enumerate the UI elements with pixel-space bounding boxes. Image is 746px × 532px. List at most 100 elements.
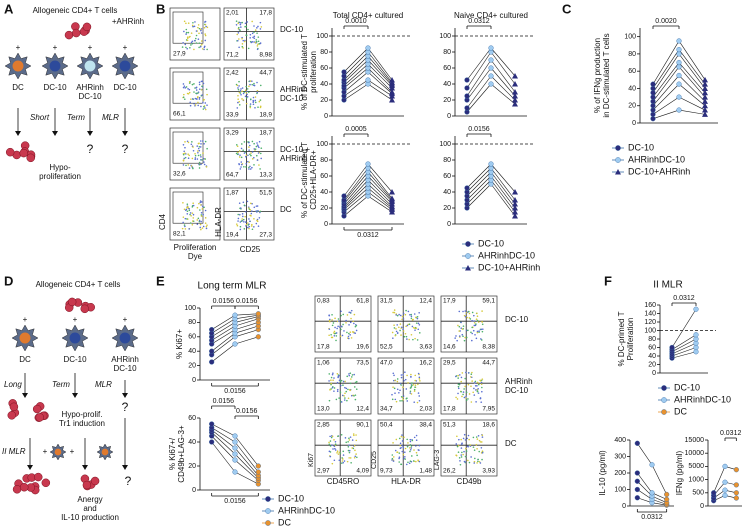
p-value: 0.0312 [720,430,742,437]
y-tick-label: 80 [443,49,451,56]
legend-marker [465,253,471,259]
event [473,394,476,396]
event [238,202,241,205]
event [409,313,411,316]
event [198,149,201,152]
pair-line [671,347,697,357]
event [256,159,259,161]
quadrant-value: 27,3 [259,232,272,239]
axis-title: Ki67 [308,453,315,467]
event [335,332,338,334]
event [400,435,403,438]
event [254,99,257,102]
event [250,41,253,44]
event [235,20,238,22]
cell-nucleus [84,60,96,72]
event [247,28,249,31]
event [456,445,459,448]
event [191,24,194,27]
event [458,325,461,328]
event [466,437,468,440]
step-label: Term [52,380,70,389]
event [406,445,409,448]
y-tick-label: 40 [320,81,328,88]
y-tick-label: 0 [632,120,636,127]
y-axis-title: Proliferation [626,318,635,361]
outcome: IL-10 production [61,513,119,522]
event [476,438,479,440]
t-cell [9,402,19,412]
event [404,313,407,316]
event [455,396,457,399]
event [239,207,242,209]
y-tick-label: 0 [622,503,626,510]
event [456,398,459,400]
event [334,326,336,329]
event [393,374,395,377]
event [481,436,484,438]
event [193,39,196,42]
event [396,451,398,453]
event [405,463,408,466]
event [241,45,244,48]
data-point [232,433,238,439]
event [242,215,244,218]
axis-title: CD25 [371,451,378,469]
event [200,88,203,91]
event [472,391,475,394]
data-point [650,116,656,122]
event [347,397,350,400]
row-label: DC-10 [280,25,304,34]
quadrant-value: 18,7 [259,130,272,137]
event [400,376,403,379]
data-point [488,65,494,71]
event [351,439,354,441]
event [333,390,335,392]
data-point [650,111,656,117]
event [473,460,476,463]
row-label: DC [280,205,292,214]
event [245,225,247,227]
cell-label: DC-10 [43,83,67,92]
event [244,95,247,98]
step-label: MLR [102,113,119,122]
pair-line [234,453,259,479]
pair-line [367,163,393,193]
event [349,382,352,385]
data-point [464,93,470,99]
event [329,318,331,321]
event [409,392,412,394]
y-tick-label: 40 [648,353,656,360]
event [249,220,251,223]
event [200,40,203,42]
y-axis-title: % DC-primed T [617,311,626,366]
event [356,456,358,459]
quadrant-value: 4,09 [356,468,369,475]
quadrant-value: 17,9 [443,298,456,305]
event [255,39,258,41]
t-cell [64,30,74,40]
data-point [209,327,215,333]
event [237,87,239,89]
event [240,161,243,163]
event [237,32,240,34]
y-tick-label: 60 [443,173,451,180]
event [198,88,201,90]
event [198,167,201,169]
cell-label: AHRinh [76,83,104,92]
event [245,97,248,99]
y-tick-label: 40 [443,189,451,196]
event [201,80,204,83]
pair-line [466,183,492,209]
event [197,26,199,29]
event [474,333,476,336]
quadrant-value: 90,1 [356,422,369,429]
event [190,41,193,44]
event [345,319,347,322]
event [205,225,208,228]
event [256,91,259,94]
event [195,92,197,95]
event [344,397,346,399]
event [254,106,256,109]
event [198,81,201,84]
